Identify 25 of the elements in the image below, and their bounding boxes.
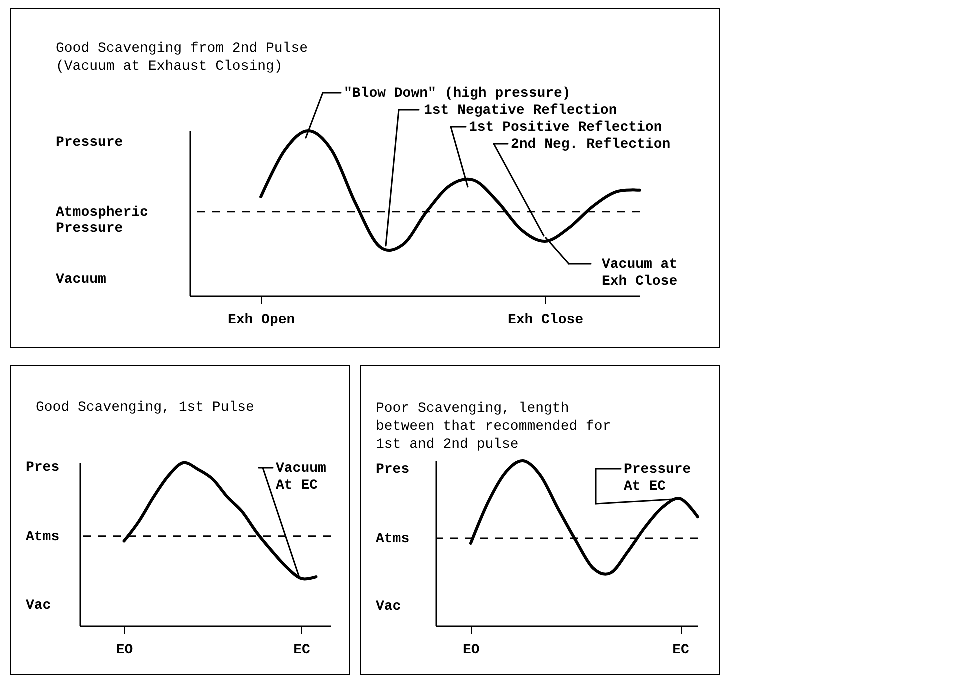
annotation: 2nd Neg. Reflection <box>511 137 671 153</box>
text: Pressure <box>56 135 124 151</box>
text: "Blow Down" (high pressure) <box>344 86 571 102</box>
text: Pres <box>26 460 60 476</box>
chart-title: Good Scavenging from 2nd Pulse (Vacuum at Exhaust Closing) <box>56 41 308 75</box>
ref-line-label: Atms <box>376 532 410 548</box>
chart-title: Poor Scavenging, length between that recommended for 1st and 2nd pulse <box>376 401 612 453</box>
ref-line-label: Atmospheric Pressure <box>56 204 148 237</box>
annotation: 1st Positive Reflection <box>469 120 662 136</box>
ref-line-label: Atms <box>26 529 60 546</box>
x-tick-label: Exh Open <box>228 312 296 328</box>
x-tick-label: Exh Close <box>508 312 584 328</box>
text: Vac <box>376 599 402 615</box>
text: 1st Negative Reflection <box>424 103 618 119</box>
text: Vacuum <box>56 272 106 288</box>
chart-title: Good Scavenging, 1st Pulse <box>36 400 254 416</box>
text: Vac <box>26 598 52 614</box>
annotation: Vacuum at Exh Close <box>602 257 678 290</box>
x-tick-label: EO <box>116 642 134 658</box>
x-tick-label: EC <box>672 642 690 658</box>
x-tick-label: EC <box>294 642 311 658</box>
x-tick-label: EO <box>463 642 480 658</box>
annotation: Vacuum At EC <box>276 461 326 494</box>
annotation: Pressure At EC <box>624 462 692 495</box>
text: Pres <box>376 462 410 478</box>
